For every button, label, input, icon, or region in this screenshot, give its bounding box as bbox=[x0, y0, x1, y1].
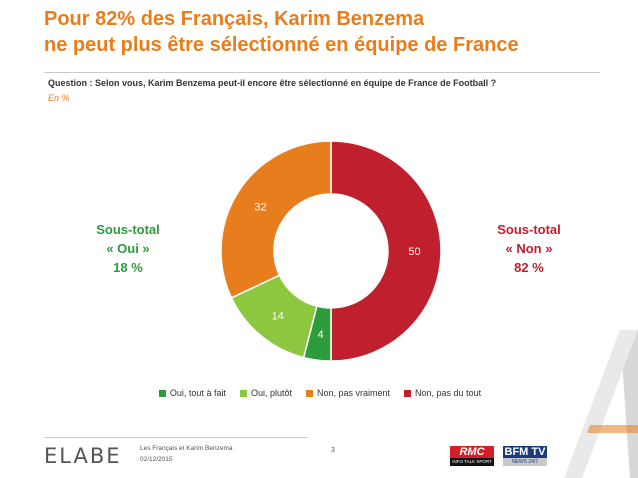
legend-item: Oui, tout à fait bbox=[158, 388, 226, 398]
question-text: Question : Selon vous, Karim Benzema peu… bbox=[48, 78, 497, 88]
title-line-2: ne peut plus être sélectionné en équipe … bbox=[44, 34, 519, 56]
page-number: 3 bbox=[331, 447, 335, 454]
title-line-1: Pour 82% des Français, Karim Benzema bbox=[44, 8, 425, 30]
slice-value-label: 4 bbox=[317, 329, 323, 341]
footer-text: Les Français et Karim Benzema 02/12/2015 bbox=[140, 443, 232, 465]
page-title: Pour 82% des Français, Karim Benzema ne … bbox=[44, 6, 519, 58]
footer-study-title: Les Français et Karim Benzema bbox=[140, 445, 233, 452]
chart-legend: Oui, tout à fait Oui, plutôt Non, pas vrai… bbox=[120, 388, 520, 398]
subtotal-non-value: 82 % bbox=[514, 260, 544, 275]
rmc-logo-main: RMC bbox=[459, 446, 485, 458]
subtotal-non: Sous-total « Non » 82 % bbox=[469, 220, 589, 277]
legend-item: Oui, plutôt bbox=[239, 388, 292, 398]
subtotal-oui: Sous-total « Oui » 18 % bbox=[68, 220, 188, 277]
legend-swatch bbox=[305, 389, 313, 397]
footer-divider bbox=[44, 437, 308, 438]
subtotal-non-answer: « Non » bbox=[505, 241, 553, 256]
slice-value-label: 32 bbox=[254, 201, 266, 213]
slice-value-label: 14 bbox=[272, 310, 284, 322]
subtotal-oui-answer: « Oui » bbox=[106, 241, 150, 256]
elabe-logo: ELABE bbox=[44, 444, 122, 468]
legend-item: Non, pas du tout bbox=[404, 388, 481, 398]
legend-swatch bbox=[239, 389, 247, 397]
slice-value-label: 50 bbox=[408, 246, 420, 258]
legend-item: Non, pas vraiment bbox=[305, 388, 391, 398]
title-divider bbox=[44, 72, 600, 73]
subtotal-oui-label: Sous-total bbox=[96, 222, 160, 237]
legend-swatch bbox=[404, 389, 412, 397]
legend-label: Oui, plutôt bbox=[250, 388, 292, 398]
rmc-logo: RMC INFO TALK SPORT bbox=[450, 446, 494, 466]
legend-label: Non, pas du tout bbox=[415, 388, 482, 398]
legend-label: Oui, tout à fait bbox=[169, 388, 226, 398]
donut-slice bbox=[330, 140, 442, 362]
unit-note: En % bbox=[48, 93, 70, 103]
elabe-logo-text: ELABE bbox=[44, 444, 122, 468]
rmc-logo-sub: INFO TALK SPORT bbox=[450, 458, 494, 466]
subtotal-non-label: Sous-total bbox=[497, 222, 561, 237]
bfmtv-logo: BFM TV NEWS 24/7 bbox=[503, 446, 547, 466]
subtotal-oui-value: 18 % bbox=[113, 260, 143, 275]
donut-slice bbox=[220, 140, 332, 299]
footer-date: 02/12/2015 bbox=[140, 456, 173, 463]
legend-swatch bbox=[158, 389, 166, 397]
bfmtv-logo-main: BFM TV bbox=[504, 446, 546, 458]
decorative-a-shape bbox=[564, 330, 638, 478]
legend-label: Non, pas vraiment bbox=[316, 388, 391, 398]
bfmtv-logo-sub: NEWS 24/7 bbox=[503, 458, 547, 466]
